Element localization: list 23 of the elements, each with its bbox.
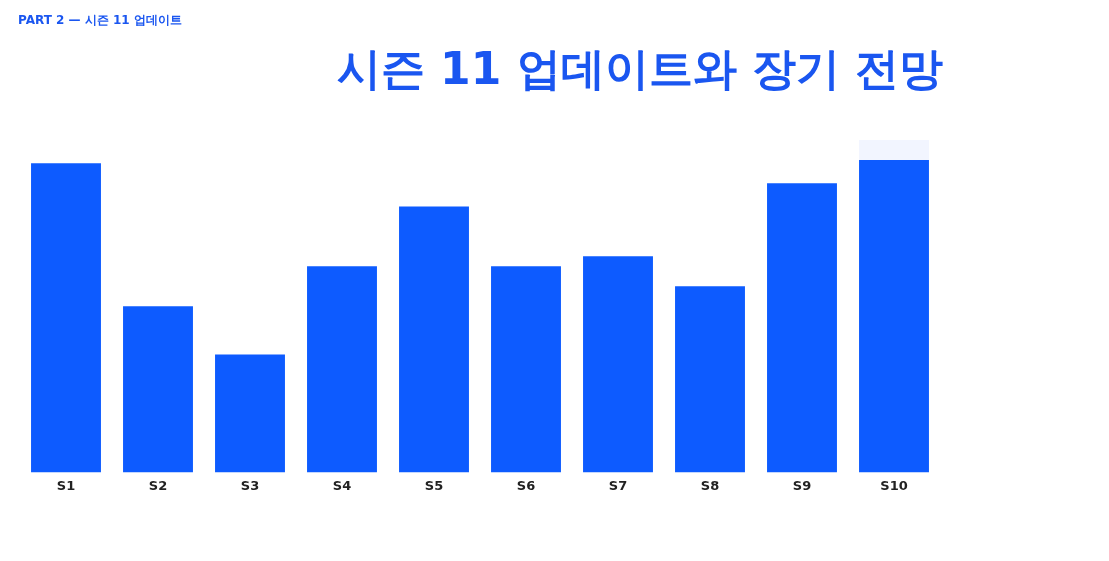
x-tick-label: S7: [608, 477, 628, 493]
x-tick-label: S4: [332, 477, 352, 493]
x-tick-label: S3: [240, 477, 260, 493]
bar: [675, 286, 745, 473]
chart-title: 시즌 11 업데이트와 장기 전망: [335, 42, 945, 96]
x-tick-label: S10: [880, 477, 908, 493]
bar: [859, 159, 929, 473]
x-tick-label: S8: [700, 477, 720, 493]
text: PART 2 — 시즌 11 업데이트: [18, 12, 182, 29]
x-tick-label: S1: [56, 477, 76, 493]
bar: [307, 266, 377, 473]
bar: [399, 206, 469, 473]
x-tick-label: S2: [148, 477, 168, 493]
bar: [123, 306, 193, 473]
bar: [491, 266, 561, 473]
x-tick-label: S9: [792, 477, 812, 493]
bar: [583, 256, 653, 473]
x-tick-label: S6: [516, 477, 536, 493]
bar: [215, 354, 285, 473]
bar: [859, 140, 929, 160]
x-tick-label: S5: [424, 477, 444, 493]
bar: [767, 183, 837, 473]
bar: [31, 163, 101, 473]
